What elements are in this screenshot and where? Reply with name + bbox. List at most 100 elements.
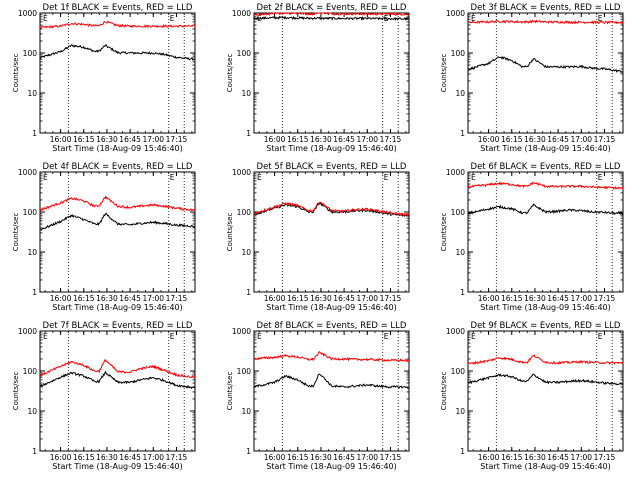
y-tick-label: 10: [455, 248, 465, 257]
y-axis-label: Counts/sec: [440, 213, 448, 252]
y-tick-label: 1: [32, 129, 37, 138]
x-tick-label: 16:30: [310, 135, 332, 144]
x-tick-label: 17:15: [166, 453, 188, 462]
event-marker-label: E: [170, 332, 175, 341]
x-tick-label: 16:45: [119, 135, 141, 144]
y-tick-label: 100: [451, 208, 466, 217]
y-tick-label: 100: [237, 49, 252, 58]
y-tick-label: 1: [246, 288, 251, 297]
y-tick-label: 100: [451, 367, 466, 376]
x-tick-label: 17:15: [594, 135, 616, 144]
y-tick-label: 10: [241, 248, 251, 257]
event-marker-label: E: [257, 173, 262, 182]
x-tick-label: 16:15: [287, 453, 309, 462]
plot-frame: [253, 330, 410, 452]
x-axis-label: Start Time (18-Aug-09 15:46:40): [480, 462, 611, 471]
series-line-events: [467, 203, 624, 216]
series-line-events: [39, 44, 196, 61]
chart-title: Det 7f BLACK = Events, RED = LLD: [43, 321, 193, 331]
y-tick-label: 10: [241, 89, 251, 98]
chart-title: Det 2f BLACK = Events, RED = LLD: [257, 3, 407, 13]
x-tick-label: 16:30: [310, 294, 332, 303]
series-line-lld: [467, 354, 624, 365]
y-axis-label: Counts/sec: [12, 372, 20, 411]
event-marker-label: E: [170, 14, 175, 23]
x-axis-label: Start Time (18-Aug-09 15:46:40): [480, 144, 611, 153]
x-tick-label: 16:15: [73, 453, 95, 462]
y-tick-label: 1000: [18, 327, 37, 336]
y-axis-label: Counts/sec: [440, 54, 448, 93]
x-tick-label: 16:00: [478, 135, 500, 144]
x-tick-label: 16:00: [264, 135, 286, 144]
y-axis-label: Counts/sec: [226, 54, 234, 93]
y-axis-label: Counts/sec: [12, 213, 20, 252]
plot-frame: [467, 12, 624, 134]
x-tick-label: 16:00: [264, 294, 286, 303]
series-line-events: [39, 370, 196, 390]
y-tick-label: 1: [460, 129, 465, 138]
series-line-lld: [253, 201, 410, 217]
x-tick-label: 17:00: [356, 453, 378, 462]
x-tick-label: 16:30: [96, 453, 118, 462]
event-marker-label: E: [598, 173, 603, 182]
y-tick-label: 10: [27, 248, 37, 257]
y-tick-label: 1000: [446, 327, 465, 336]
plot-frame: [467, 171, 624, 293]
plot-frame: [253, 12, 410, 134]
y-tick-label: 1: [246, 447, 251, 456]
y-tick-label: 1000: [232, 9, 251, 18]
x-tick-label: 17:00: [142, 135, 164, 144]
y-tick-label: 100: [23, 49, 38, 58]
chart-title: Det 6f BLACK = Events, RED = LLD: [471, 162, 621, 172]
plot-frame: [467, 330, 624, 452]
series-line-events: [39, 212, 196, 231]
x-tick-label: 16:45: [119, 294, 141, 303]
event-marker-label: E: [384, 332, 389, 341]
x-axis-label: Start Time (18-Aug-09 15:46:40): [266, 144, 397, 153]
x-tick-label: 16:45: [333, 453, 355, 462]
x-tick-label: 17:15: [166, 294, 188, 303]
event-marker-label: E: [598, 14, 603, 23]
x-axis-label: Start Time (18-Aug-09 15:46:40): [52, 303, 183, 312]
x-axis-label: Start Time (18-Aug-09 15:46:40): [266, 303, 397, 312]
event-marker-label: E: [257, 332, 262, 341]
x-tick-label: 16:00: [50, 453, 72, 462]
x-tick-label: 16:15: [287, 294, 309, 303]
x-tick-label: 17:15: [594, 294, 616, 303]
x-tick-label: 16:15: [501, 135, 523, 144]
y-tick-label: 100: [451, 49, 466, 58]
chart-title: Det 9f BLACK = Events, RED = LLD: [471, 321, 621, 331]
x-tick-label: 17:15: [380, 135, 402, 144]
series-line-events: [467, 373, 624, 386]
series-line-lld: [253, 351, 410, 363]
event-marker-label: E: [43, 14, 48, 23]
event-marker-label: E: [43, 173, 48, 182]
x-tick-label: 17:00: [142, 294, 164, 303]
x-tick-label: 16:45: [547, 135, 569, 144]
x-tick-label: 16:45: [333, 294, 355, 303]
chart-title: Det 4f BLACK = Events, RED = LLD: [43, 162, 193, 172]
y-tick-label: 100: [237, 367, 252, 376]
event-marker-label: E: [471, 332, 476, 341]
y-tick-label: 1: [460, 447, 465, 456]
x-tick-label: 16:30: [524, 453, 546, 462]
event-marker-label: E: [598, 332, 603, 341]
x-tick-label: 17:00: [142, 453, 164, 462]
x-tick-label: 17:00: [356, 135, 378, 144]
y-tick-label: 100: [23, 367, 38, 376]
event-marker-label: E: [43, 332, 48, 341]
x-tick-label: 16:00: [264, 453, 286, 462]
y-tick-label: 100: [23, 208, 38, 217]
x-tick-label: 17:00: [570, 135, 592, 144]
y-tick-label: 1000: [446, 9, 465, 18]
event-marker-label: E: [384, 173, 389, 182]
series-line-lld: [40, 359, 196, 379]
y-tick-label: 1000: [232, 327, 251, 336]
y-tick-label: 1: [32, 447, 37, 456]
